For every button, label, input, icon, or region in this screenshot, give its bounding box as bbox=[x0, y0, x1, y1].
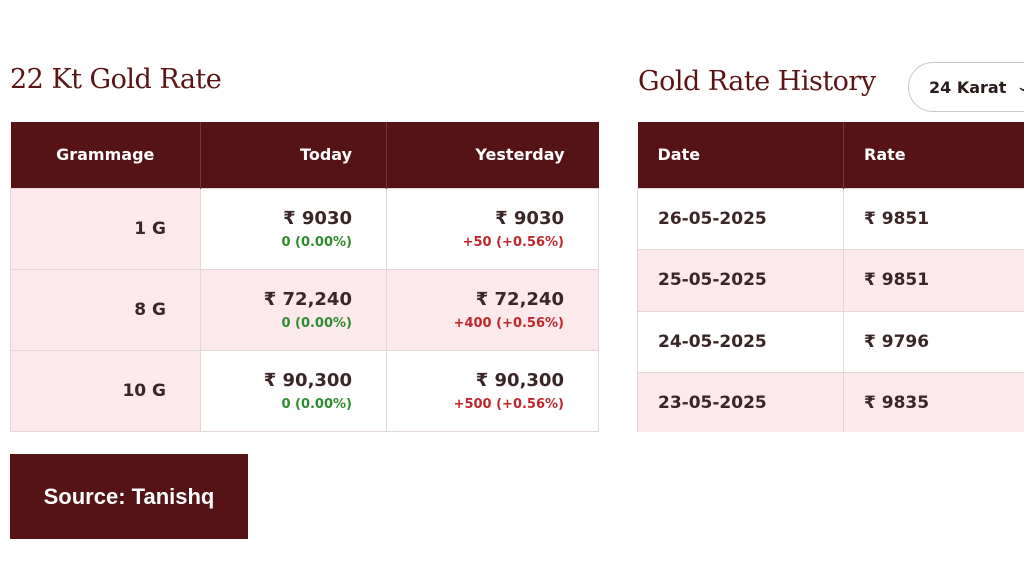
date-cell: 23-05-2025 bbox=[637, 372, 844, 432]
today-price: ₹ 90,300 bbox=[263, 369, 352, 391]
yesterday-price: ₹ 90,300 bbox=[475, 369, 564, 391]
table-row: 25-05-2025 ₹ 9851 bbox=[637, 249, 1024, 312]
karat-select-dropdown[interactable]: 24 Karat ⌄ bbox=[908, 62, 1024, 112]
table-row: 23-05-2025 ₹ 9835 bbox=[637, 372, 1024, 432]
table-row: 1 G ₹ 9030 0 (0.00%) ₹ 9030 +50 (+0.56%) bbox=[10, 187, 599, 270]
date-cell: 26-05-2025 bbox=[637, 187, 844, 250]
yesterday-change: +500 (+0.56%) bbox=[453, 396, 564, 412]
today-change: 0 (0.00%) bbox=[281, 234, 352, 250]
date-cell: 24-05-2025 bbox=[637, 310, 844, 373]
yesterday-cell: ₹ 9030 +50 (+0.56%) bbox=[386, 187, 599, 270]
rate-cell: ₹ 9835 bbox=[843, 372, 1024, 432]
yesterday-price: ₹ 72,240 bbox=[475, 288, 564, 310]
yesterday-cell: ₹ 72,240 +400 (+0.56%) bbox=[386, 268, 599, 351]
gold-rate-history-title: Gold Rate History bbox=[638, 66, 876, 97]
yesterday-cell: ₹ 90,300 +500 (+0.56%) bbox=[386, 349, 599, 432]
table-row: 8 G ₹ 72,240 0 (0.00%) ₹ 72,240 +400 (+0… bbox=[10, 268, 599, 351]
today-cell: ₹ 72,240 0 (0.00%) bbox=[200, 268, 387, 351]
gold-rate-table: Grammage Today Yesterday 1 G ₹ 9030 0 (0… bbox=[10, 122, 599, 432]
header-yesterday: Yesterday bbox=[386, 122, 599, 188]
grammage-cell: 10 G bbox=[10, 349, 201, 432]
yesterday-change: +400 (+0.56%) bbox=[453, 315, 564, 331]
table-row: 10 G ₹ 90,300 0 (0.00%) ₹ 90,300 +500 (+… bbox=[10, 349, 599, 432]
rate-cell: ₹ 9796 bbox=[843, 310, 1024, 373]
header-grammage: Grammage bbox=[10, 122, 201, 188]
chevron-down-icon: ⌄ bbox=[1016, 80, 1024, 95]
today-cell: ₹ 9030 0 (0.00%) bbox=[200, 187, 387, 270]
yesterday-price: ₹ 9030 bbox=[495, 207, 564, 229]
table-row: 24-05-2025 ₹ 9796 bbox=[637, 310, 1024, 373]
today-change: 0 (0.00%) bbox=[281, 315, 352, 331]
grammage-cell: 1 G bbox=[10, 187, 201, 270]
today-change: 0 (0.00%) bbox=[281, 396, 352, 412]
yesterday-change: +50 (+0.56%) bbox=[462, 234, 564, 250]
today-price: ₹ 72,240 bbox=[263, 288, 352, 310]
table-row: 26-05-2025 ₹ 9851 bbox=[637, 187, 1024, 250]
rate-cell: ₹ 9851 bbox=[843, 249, 1024, 312]
today-cell: ₹ 90,300 0 (0.00%) bbox=[200, 349, 387, 432]
header-date: Date bbox=[637, 122, 844, 188]
date-cell: 25-05-2025 bbox=[637, 249, 844, 312]
gold-rate-history-table: Date Rate 26-05-2025 ₹ 9851 25-05-2025 ₹… bbox=[637, 122, 1024, 432]
source-label: Source: Tanishq bbox=[43, 483, 215, 509]
gold-rate-title: 22 Kt Gold Rate bbox=[10, 64, 222, 95]
source-badge: Source: Tanishq bbox=[10, 454, 248, 539]
grammage-cell: 8 G bbox=[10, 268, 201, 351]
today-price: ₹ 9030 bbox=[283, 207, 352, 229]
karat-select-value: 24 Karat bbox=[929, 77, 1007, 97]
rate-cell: ₹ 9851 bbox=[843, 187, 1024, 250]
header-today: Today bbox=[200, 122, 387, 188]
header-rate: Rate bbox=[843, 122, 1024, 188]
